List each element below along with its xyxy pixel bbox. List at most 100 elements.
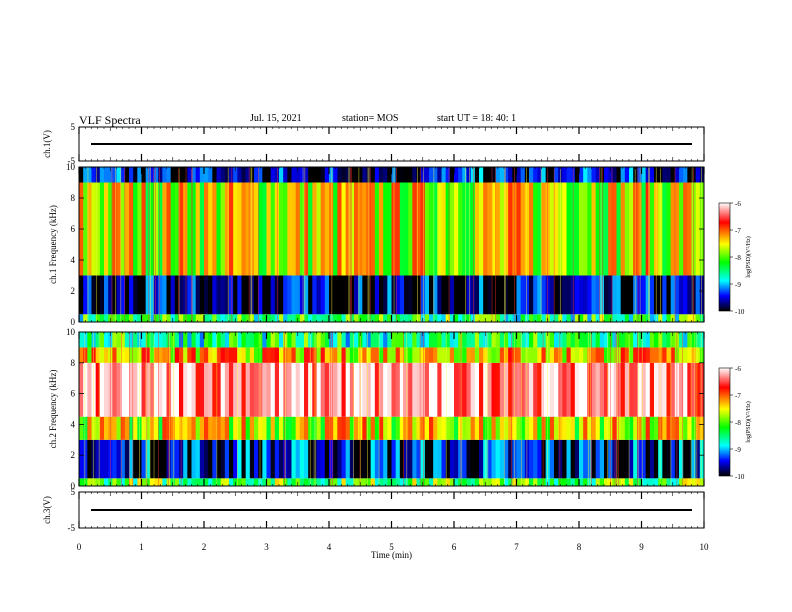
psd-cell — [516, 478, 522, 486]
psd-cell — [666, 167, 672, 183]
y-axis-label: ch.3(V) — [42, 496, 52, 524]
psd-cell — [129, 439, 134, 479]
psd-cell — [699, 478, 705, 486]
psd-cell — [362, 478, 367, 486]
x-axis-label: Time (min) — [371, 550, 412, 560]
psd-cell — [95, 275, 101, 315]
psd-cell — [237, 182, 242, 276]
psd-cell — [220, 314, 226, 322]
psd-cell — [470, 347, 476, 363]
psd-cell — [266, 182, 272, 276]
psd-cell — [287, 478, 292, 486]
psd-cell — [91, 478, 97, 486]
psd-cell — [549, 478, 555, 486]
psd-cell — [520, 332, 526, 348]
psd-cell — [162, 478, 167, 486]
psd-cell — [645, 332, 651, 348]
psd-cell — [508, 314, 513, 322]
x-tick-label: 5 — [389, 542, 394, 552]
psd-cell — [341, 362, 347, 417]
psd-cell — [324, 167, 330, 183]
psd-cell — [454, 167, 459, 183]
psd-cell — [520, 478, 526, 486]
psd-cell — [141, 332, 147, 348]
psd-cell — [520, 182, 526, 276]
psd-cell — [316, 182, 322, 276]
psd-cell — [104, 275, 109, 315]
psd-cell — [279, 478, 284, 486]
psd-cell — [462, 182, 467, 276]
psd-cell — [674, 314, 680, 322]
psd-cell — [679, 167, 684, 183]
psd-cell — [683, 167, 688, 183]
psd-cell — [533, 439, 538, 479]
psd-cell — [229, 478, 234, 486]
psd-cell — [120, 275, 126, 315]
psd-cell — [354, 347, 359, 363]
psd-cell — [199, 314, 205, 322]
psd-cell — [154, 332, 159, 348]
psd-cell — [87, 416, 92, 440]
psd-cell — [591, 314, 597, 322]
psd-cell — [587, 347, 592, 363]
psd-cell — [658, 347, 663, 363]
psd-cell — [566, 314, 572, 322]
psd-cell — [279, 347, 284, 363]
psd-cell — [345, 347, 351, 363]
psd-cell — [587, 332, 592, 348]
psd-cell — [199, 275, 205, 315]
psd-cell — [208, 275, 213, 315]
psd-cell — [695, 275, 701, 315]
psd-cell — [549, 314, 555, 322]
psd-cell — [220, 167, 226, 183]
psd-cell — [483, 439, 488, 479]
psd-cell — [349, 362, 355, 417]
psd-cell — [404, 416, 409, 440]
psd-cell — [574, 182, 580, 276]
psd-cell — [345, 182, 351, 276]
psd-cell — [262, 275, 267, 315]
psd-cell — [687, 167, 692, 183]
psd-cell — [470, 314, 476, 322]
psd-cell — [224, 275, 230, 315]
psd-cell — [133, 314, 138, 322]
psd-cell — [258, 478, 263, 486]
psd-cell — [662, 362, 667, 417]
psd-cell — [170, 439, 176, 479]
y-tick-label: 4 — [71, 255, 76, 265]
psd-cell — [374, 182, 380, 276]
psd-cell — [662, 416, 667, 440]
psd-cell — [470, 275, 476, 315]
psd-cell — [387, 182, 392, 276]
psd-cell — [479, 347, 484, 363]
psd-cell — [579, 314, 584, 322]
psd-cell — [412, 314, 417, 322]
psd-cell — [162, 167, 167, 183]
psd-cell — [191, 478, 197, 486]
psd-cell — [537, 182, 542, 276]
psd-cell — [566, 416, 572, 440]
psd-cell — [345, 332, 351, 348]
psd-cell — [416, 275, 422, 315]
psd-cell — [679, 439, 684, 479]
psd-cell — [116, 347, 122, 363]
psd-cell — [383, 275, 388, 315]
psd-cell — [487, 439, 492, 479]
psd-cell — [112, 478, 117, 486]
psd-cell — [379, 332, 384, 348]
psd-cell — [416, 439, 422, 479]
psd-cell — [579, 332, 584, 348]
start-time-label: start UT = 18: 40: 1 — [437, 113, 517, 124]
psd-cell — [274, 362, 280, 417]
psd-cell — [99, 416, 105, 440]
psd-cell — [587, 314, 592, 322]
psd-cell — [499, 167, 505, 183]
psd-cell — [124, 362, 130, 417]
psd-cell — [149, 439, 155, 479]
psd-cell — [104, 416, 109, 440]
psd-cell — [574, 478, 580, 486]
psd-cell — [566, 332, 572, 348]
psd-cell — [679, 182, 684, 276]
psd-cell — [154, 275, 159, 315]
psd-cell — [324, 439, 330, 479]
